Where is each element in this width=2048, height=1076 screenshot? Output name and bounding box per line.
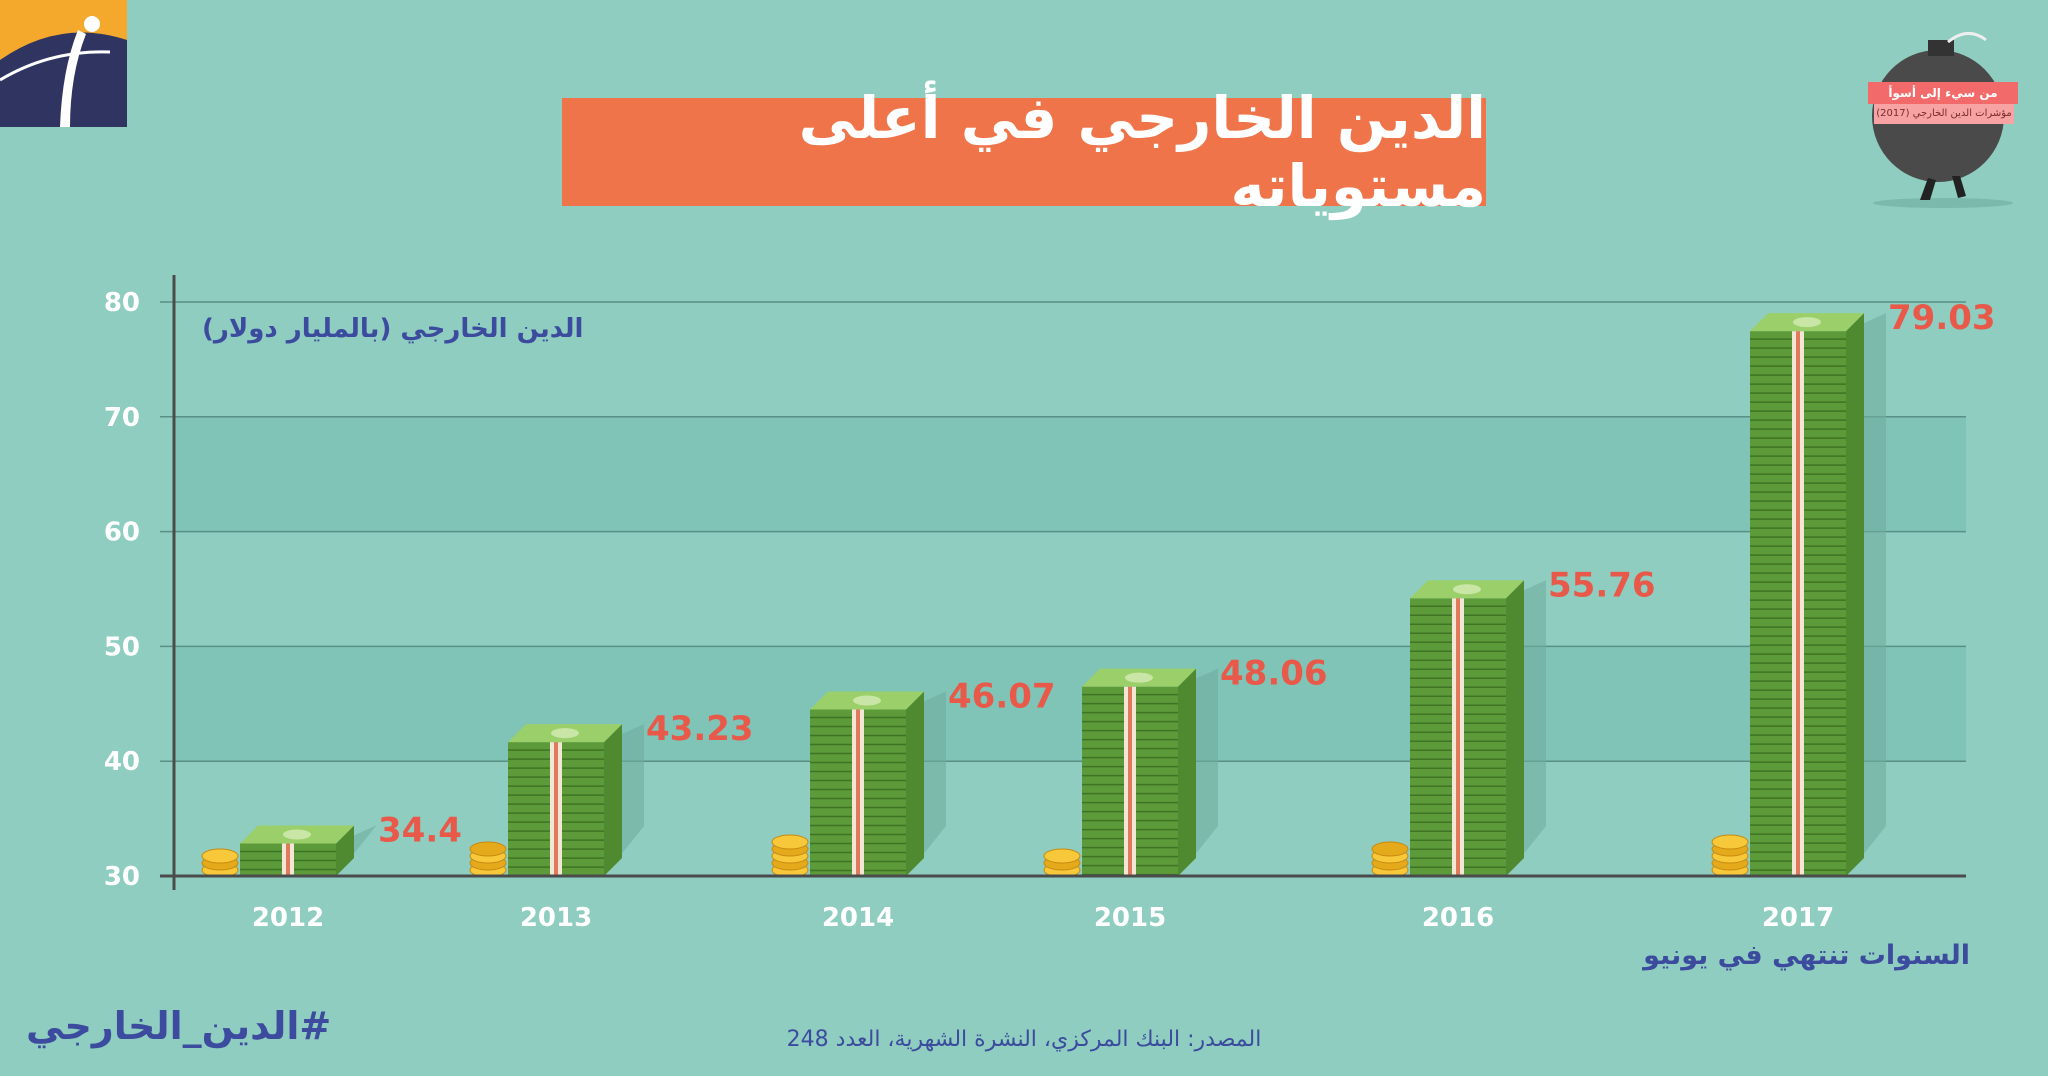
x-tick-labels: 2012 2013 2014 2015 2016 2017 [252,903,1834,933]
bar-2013 [469,724,644,878]
y-axis-label: الدين الخارجي (بالمليار دولار) [202,314,584,344]
value-labels: 34.4 43.23 46.07 48.06 55.76 79.03 [378,298,1996,850]
value-label: 46.07 [948,677,1056,717]
source-note: المصدر: البنك المركزي، النشرة الشهرية، ا… [786,1027,1262,1052]
bar-2016 [1371,580,1546,878]
value-label: 48.06 [1220,654,1328,694]
chart-band [174,646,1966,762]
y-tick-label: 80 [104,288,140,318]
y-tick-labels: 30 40 50 60 70 80 [104,288,140,892]
x-tick-label: 2013 [520,903,592,933]
value-label: 34.4 [378,810,462,850]
chart-title: الدين الخارجي في أعلى مستوياته [798,84,1486,220]
badge-bomb-illustration: من سيء إلى أسوأ مؤشرات الدين الخارجي (20… [1868,28,2018,213]
bar-2012 [201,825,376,878]
x-tick-label: 2017 [1762,903,1834,933]
bar-2014 [771,691,946,878]
y-tick-label: 70 [104,403,140,433]
x-tick-label: 2012 [252,903,324,933]
chart-bands [174,416,1966,762]
y-tick-label: 40 [104,747,140,777]
y-tick-label: 30 [104,862,140,892]
x-tick-label: 2014 [822,903,894,933]
badge-line1: من سيء إلى أسوأ [1888,86,1998,100]
x-tick-label: 2015 [1094,903,1166,933]
chart-band [174,416,1966,532]
badge-line2: مؤشرات الدين الخارجي (2017) [1876,108,2012,119]
x-tick-label: 2016 [1422,903,1494,933]
chart-gridlines [160,301,1966,877]
hashtag: #الدين_الخارجي [26,1004,332,1048]
x-axis-label: السنوات تنتهي في يونيو [1643,940,1970,971]
eipr-logo [0,0,127,127]
bar-2017 [1711,313,1886,878]
value-label: 55.76 [1548,565,1656,605]
value-label: 43.23 [646,709,754,749]
y-tick-label: 60 [104,518,140,548]
bar-2015 [1043,668,1218,878]
y-tick-label: 50 [104,632,140,662]
title-banner: الدين الخارجي في أعلى مستوياته [562,84,1486,220]
chart-bars [201,313,1886,878]
value-label: 79.03 [1888,298,1996,338]
